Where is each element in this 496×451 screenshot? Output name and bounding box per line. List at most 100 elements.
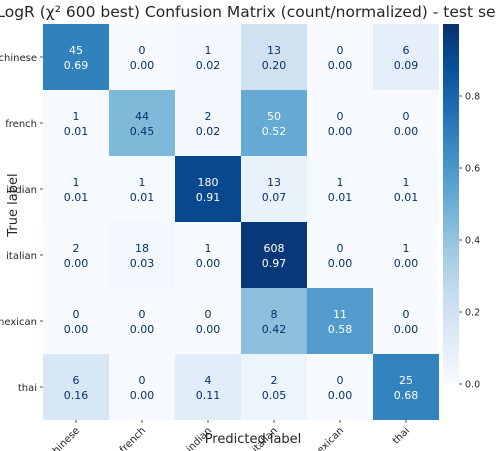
heatmap-cell — [307, 90, 373, 156]
x-tick-label: french — [118, 425, 148, 451]
cell-normalized-label: 0.20 — [262, 59, 287, 72]
cell-normalized-label: 0.52 — [262, 125, 287, 138]
cell-count-label: 0 — [337, 374, 344, 387]
cell-normalized-label: 0.01 — [64, 125, 89, 138]
heatmap-cell — [373, 156, 439, 222]
colorbar-tick-label: 0.0 — [465, 380, 480, 391]
cell-count-label: 1 — [403, 242, 410, 255]
cell-count-label: 2 — [205, 110, 212, 123]
cell-normalized-label: 0.16 — [64, 389, 89, 402]
heatmap-cell — [307, 24, 373, 90]
heatmap-cell — [307, 156, 373, 222]
cell-normalized-label: 0.00 — [64, 257, 89, 270]
heatmap-cell — [373, 354, 439, 420]
cell-count-label: 13 — [267, 44, 281, 57]
cell-normalized-label: 0.00 — [328, 125, 353, 138]
heatmap-cell — [307, 288, 373, 354]
cell-count-label: 8 — [271, 308, 278, 321]
cell-count-label: 0 — [139, 308, 146, 321]
cell-count-label: 25 — [399, 374, 413, 387]
cell-count-label: 1 — [337, 176, 344, 189]
heatmap-cell — [43, 24, 109, 90]
cell-count-label: 0 — [403, 110, 410, 123]
heatmap-cell — [307, 222, 373, 288]
heatmap-cell — [241, 288, 307, 354]
heatmap-cell — [43, 156, 109, 222]
cell-normalized-label: 0.00 — [196, 323, 221, 336]
cell-count-label: 11 — [333, 308, 347, 321]
cell-normalized-label: 0.00 — [328, 257, 353, 270]
heatmap-cell — [175, 354, 241, 420]
cell-normalized-label: 0.00 — [394, 323, 419, 336]
y-tick-label: thai — [18, 383, 37, 394]
cell-count-label: 1 — [139, 176, 146, 189]
cell-normalized-label: 0.01 — [64, 191, 89, 204]
heatmap-cell — [241, 156, 307, 222]
colorbar — [443, 24, 459, 384]
cell-normalized-label: 0.09 — [394, 59, 419, 72]
cell-count-label: 180 — [198, 176, 219, 189]
cell-normalized-label: 0.05 — [262, 389, 287, 402]
cell-count-label: 1 — [73, 110, 80, 123]
heatmap-cell — [241, 354, 307, 420]
cell-normalized-label: 0.00 — [328, 389, 353, 402]
cell-normalized-label: 0.58 — [328, 323, 353, 336]
cell-normalized-label: 0.45 — [130, 125, 155, 138]
y-tick-label: french — [5, 119, 37, 130]
cell-normalized-label: 0.00 — [130, 389, 155, 402]
chart-title: LogR (χ² 600 best) Confusion Matrix (cou… — [0, 3, 496, 21]
cell-normalized-label: 0.02 — [196, 59, 221, 72]
cell-count-label: 0 — [139, 44, 146, 57]
heatmap-cell — [175, 156, 241, 222]
heatmap-cell — [109, 354, 175, 420]
cell-normalized-label: 0.91 — [196, 191, 221, 204]
cell-normalized-label: 0.03 — [130, 257, 155, 270]
cell-count-label: 0 — [337, 242, 344, 255]
cell-normalized-label: 0.00 — [328, 59, 353, 72]
heatmap-cell — [43, 288, 109, 354]
cell-normalized-label: 0.01 — [130, 191, 155, 204]
cell-normalized-label: 0.42 — [262, 323, 287, 336]
heatmap-cell — [175, 288, 241, 354]
cell-count-label: 0 — [205, 308, 212, 321]
cell-normalized-label: 0.97 — [262, 257, 287, 270]
x-tick-label: mexican — [308, 425, 346, 451]
cell-normalized-label: 0.69 — [64, 59, 89, 72]
heatmap-cells — [43, 24, 439, 420]
cell-count-label: 4 — [205, 374, 212, 387]
cell-count-label: 0 — [139, 374, 146, 387]
heatmap-cell — [109, 156, 175, 222]
x-tick-label: chinese — [47, 425, 82, 451]
cell-count-label: 1 — [73, 176, 80, 189]
cell-count-label: 45 — [69, 44, 83, 57]
heatmap-cell — [241, 90, 307, 156]
cell-normalized-label: 0.00 — [394, 257, 419, 270]
colorbar-tick-label: 0.4 — [465, 236, 480, 247]
cell-count-label: 1 — [205, 242, 212, 255]
cell-count-label: 6 — [73, 374, 80, 387]
heatmap-cell — [241, 222, 307, 288]
cell-count-label: 50 — [267, 110, 281, 123]
cell-count-label: 0 — [337, 110, 344, 123]
heatmap-cell — [373, 222, 439, 288]
cell-normalized-label: 0.68 — [394, 389, 419, 402]
cell-normalized-label: 0.02 — [196, 125, 221, 138]
cell-count-label: 1 — [205, 44, 212, 57]
heatmap-cell — [109, 288, 175, 354]
cell-normalized-label: 0.00 — [130, 323, 155, 336]
heatmap-cell — [175, 24, 241, 90]
y-tick-label: chinese — [0, 53, 37, 64]
colorbar-tick-label: 0.2 — [465, 308, 480, 319]
x-tick-label: thai — [391, 425, 412, 446]
cell-count-label: 0 — [73, 308, 80, 321]
cell-count-label: 18 — [135, 242, 149, 255]
cell-normalized-label: 0.00 — [394, 125, 419, 138]
cell-normalized-label: 0.07 — [262, 191, 287, 204]
heatmap-cell — [175, 222, 241, 288]
heatmap-cell — [43, 222, 109, 288]
cell-normalized-label: 0.11 — [196, 389, 221, 402]
heatmap-cell — [43, 90, 109, 156]
cell-count-label: 608 — [264, 242, 285, 255]
heatmap-cell — [307, 354, 373, 420]
